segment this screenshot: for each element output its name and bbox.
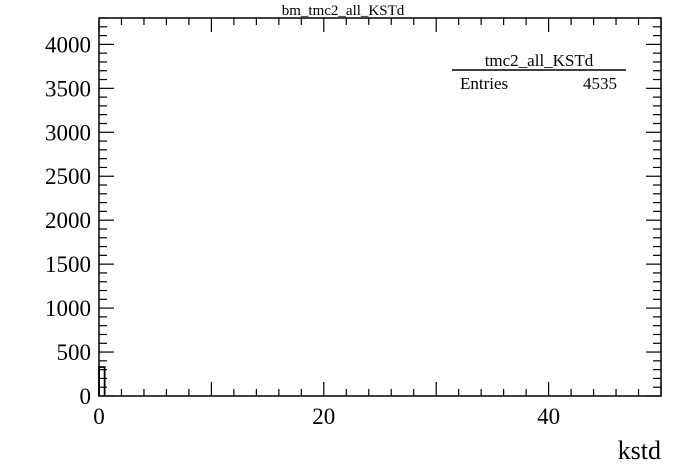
plot-frame [98, 17, 662, 397]
x-tick-label: 40 [537, 404, 560, 429]
y-tick-label: 2000 [45, 208, 91, 233]
histogram-bin [98, 366, 106, 396]
y-tick-label: 1500 [45, 252, 91, 277]
histogram-bars [98, 366, 106, 396]
y-minor-ticks-left [99, 17, 114, 397]
y-tick-label: 3500 [45, 76, 91, 101]
stats-box-name: tmc2_all_KSTd [485, 51, 594, 70]
y-tick-label: 500 [57, 340, 92, 365]
x-axis-label: kstd [618, 436, 661, 465]
x-axis-ticks [98, 18, 662, 396]
y-minor-ticks-right [646, 17, 661, 397]
stats-entries-label: Entries [460, 74, 508, 93]
x-tick-label: 0 [93, 404, 105, 429]
y-tick-label: 3000 [45, 120, 91, 145]
x-tick-labels: 0 20 40 [93, 404, 560, 429]
y-tick-label: 2500 [45, 164, 91, 189]
stats-entries-value: 4535 [583, 74, 617, 93]
stats-box: tmc2_all_KSTd Entries 4535 [452, 51, 626, 93]
chart-title: bm_tmc2_all_KSTd [282, 3, 405, 19]
y-tick-label: 4000 [45, 32, 91, 57]
x-tick-label: 20 [312, 404, 335, 429]
y-tick-label: 1000 [45, 296, 91, 321]
y-tick-labels: 0 500 1000 1500 2000 2500 3000 3500 4000 [45, 32, 91, 409]
y-tick-label: 0 [80, 384, 92, 409]
